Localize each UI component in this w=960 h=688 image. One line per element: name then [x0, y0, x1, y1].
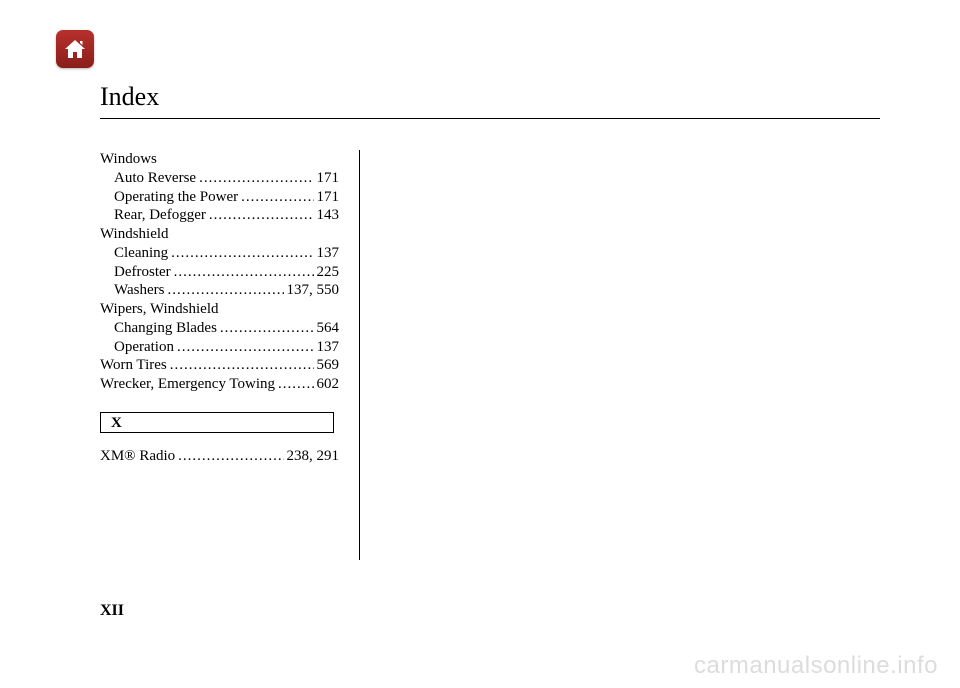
section-letter-box: X [100, 412, 334, 433]
index-entry: Windshield [100, 225, 339, 244]
section-letter: X [111, 414, 122, 433]
page-title: Index [100, 82, 159, 112]
leader-dots [174, 263, 314, 282]
page-number: XII [100, 602, 124, 620]
index-entry-page: 564 [317, 319, 340, 338]
index-entry-page: 137 [317, 338, 340, 357]
index-content: WindowsAuto Reverse 171Operating the Pow… [100, 150, 880, 560]
index-entry: Cleaning 137 [100, 244, 339, 263]
leader-dots [209, 206, 314, 225]
leader-dots [167, 281, 283, 300]
index-entry-label: Wrecker, Emergency Towing [100, 375, 275, 394]
index-entry: Defroster 225 [100, 263, 339, 282]
index-entry-label: Wipers, Windshield [100, 300, 219, 319]
index-entry-page: 137, 550 [287, 281, 340, 300]
index-entry-label: Defroster [114, 263, 171, 282]
index-entry-label: Worn Tires [100, 356, 167, 375]
index-entry-label: Changing Blades [114, 319, 217, 338]
index-entry-label: Rear, Defogger [114, 206, 206, 225]
leader-dots [171, 244, 313, 263]
index-column: WindowsAuto Reverse 171Operating the Pow… [100, 150, 360, 560]
index-entry: Rear, Defogger 143 [100, 206, 339, 225]
leader-dots [199, 169, 313, 188]
index-entry: Changing Blades 564 [100, 319, 339, 338]
index-entry-label: Windshield [100, 225, 169, 244]
index-entry: Wipers, Windshield [100, 300, 339, 319]
leader-dots [177, 338, 314, 357]
index-entry-label: Operating the Power [114, 188, 238, 207]
leader-dots [178, 447, 283, 466]
house-icon [62, 37, 88, 61]
index-entry-label: Auto Reverse [114, 169, 196, 188]
index-entry-page: 569 [317, 356, 340, 375]
index-entry: Worn Tires 569 [100, 356, 339, 375]
index-entry-page: 238, 291 [287, 447, 340, 466]
index-entry: Operating the Power 171 [100, 188, 339, 207]
index-entry-page: 171 [317, 188, 340, 207]
index-entry-label: Washers [114, 281, 164, 300]
home-icon[interactable] [56, 30, 94, 68]
index-entry-page: 143 [317, 206, 340, 225]
index-entry-label: Windows [100, 150, 157, 169]
index-entry-label: XM® Radio [100, 447, 175, 466]
index-entry-label: Cleaning [114, 244, 168, 263]
index-entry: Washers 137, 550 [100, 281, 339, 300]
index-entry: Operation 137 [100, 338, 339, 357]
watermark: carmanualsonline.info [694, 652, 938, 680]
leader-dots [170, 356, 314, 375]
index-entry-page: 137 [317, 244, 340, 263]
index-entry: Auto Reverse 171 [100, 169, 339, 188]
index-entry: Windows [100, 150, 339, 169]
index-entry: XM® Radio 238, 291 [100, 447, 339, 466]
leader-dots [241, 188, 313, 207]
index-entry-page: 171 [317, 169, 340, 188]
index-page: Index WindowsAuto Reverse 171Operating t… [0, 0, 960, 688]
index-entry: Wrecker, Emergency Towing 602 [100, 375, 339, 394]
index-entry-page: 225 [317, 263, 340, 282]
leader-dots [220, 319, 314, 338]
index-entry-page: 602 [317, 375, 340, 394]
leader-dots [278, 375, 313, 394]
index-entry-label: Operation [114, 338, 174, 357]
title-rule [100, 118, 880, 119]
